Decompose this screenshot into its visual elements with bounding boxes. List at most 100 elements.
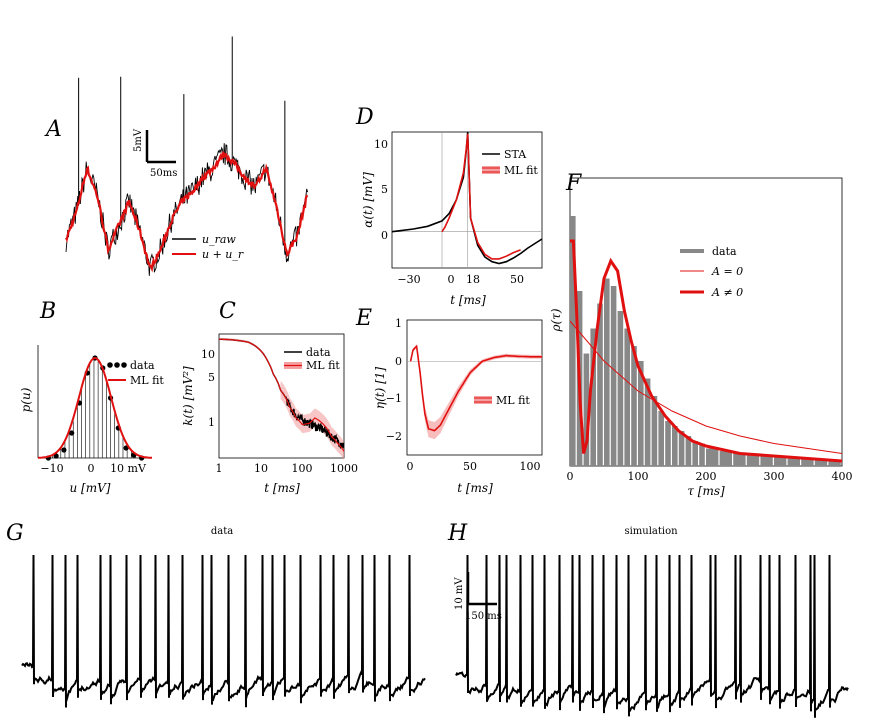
- series-a-raw: [65, 143, 309, 276]
- panel-f: F 0 100 200 300 400 τ [ms] ρ(τ) data A =…: [549, 171, 853, 498]
- tick-b-x-2: 10 mV: [110, 462, 147, 475]
- tick-e-y-2: −1: [386, 392, 402, 405]
- tick-b-x-1: 0: [88, 462, 95, 475]
- panel-letter-f: F: [565, 171, 582, 196]
- panel-b: B −10 0 10 mV u [mV] p(u) data ML fit: [19, 299, 164, 495]
- bar-f: [801, 458, 814, 466]
- bar-f: [685, 436, 692, 466]
- series-c-fit: [219, 338, 345, 452]
- tick-f-x-1: 100: [628, 470, 649, 483]
- bar-f: [617, 311, 624, 466]
- tick-f-x-3: 300: [764, 470, 785, 483]
- xlabel-f: τ [ms]: [687, 484, 725, 498]
- panel-letter-h: H: [447, 521, 468, 546]
- tick-f-x-4: 400: [832, 470, 853, 483]
- tick-d-y-1: 5: [381, 183, 388, 196]
- trace-h: [455, 554, 849, 718]
- bar-f: [672, 426, 678, 466]
- xlabel-e: t [ms]: [457, 481, 493, 495]
- tick-c-x-0: 1: [216, 462, 223, 475]
- ylabel-f: ρ(τ): [549, 308, 563, 332]
- frame-c: [218, 333, 345, 459]
- scalebar-a-v-label: 5mV: [133, 128, 144, 152]
- xlabel-c: t [ms]: [264, 481, 300, 495]
- tick-d-y-2: 0: [381, 229, 388, 242]
- panel-letter-g: G: [6, 521, 24, 546]
- bar-f: [590, 328, 596, 466]
- panel-letter-d: D: [355, 105, 374, 130]
- panel-a: A 5mV 50ms u_raw u + u_r: [44, 36, 309, 276]
- scalebar-h-v-label: 10 mV: [454, 577, 465, 610]
- bar-f: [733, 453, 746, 466]
- bar-f: [644, 378, 651, 466]
- series-f-a1: [570, 239, 843, 463]
- caption-h: simulation: [624, 526, 678, 537]
- bar-f: [760, 456, 773, 466]
- tick-e-x-0: 0: [407, 460, 414, 473]
- bar-f: [678, 431, 685, 466]
- legend-b-dot-1: [107, 362, 113, 368]
- bar-f: [706, 448, 719, 466]
- series-d-fit: [441, 133, 521, 260]
- bar-f: [624, 328, 630, 466]
- tick-d-y-0: 10: [374, 138, 388, 151]
- tick-e-y-0: 1: [395, 317, 402, 330]
- tick-c-y-1: 5: [208, 371, 215, 384]
- tick-e-x-1: 50: [463, 460, 477, 473]
- tick-c-x-3: 1000: [330, 462, 358, 475]
- legend-b-dot-3: [121, 362, 127, 368]
- legend-c-fit: ML fit: [306, 359, 340, 372]
- scalebar-a-h-label: 50ms: [150, 168, 177, 179]
- dot-b: [61, 447, 67, 453]
- legend-d-sta: STA: [504, 148, 527, 161]
- tick-b-x-0: −10: [40, 462, 63, 475]
- tick-d-x-1: 0: [448, 273, 455, 286]
- bars-f: [570, 216, 841, 466]
- legend-b-fit: ML fit: [130, 374, 164, 387]
- panel-e: E 0 50 100 1 0 −1 −2 t [ms] η(t) [1] ML …: [355, 306, 543, 495]
- ylabel-d: α(t) [mV]: [361, 172, 375, 228]
- bar-f: [583, 353, 590, 466]
- bar-f: [719, 451, 732, 466]
- xlabel-b: u [mV]: [70, 481, 111, 495]
- series-f-a0: [569, 320, 843, 454]
- bar-f: [787, 458, 800, 466]
- legend-f-a0: A = 0: [711, 265, 743, 278]
- panel-letter-e: E: [355, 306, 372, 331]
- tick-f-x-2: 200: [696, 470, 717, 483]
- scalebar-h-h-label: 150 ms: [465, 611, 502, 622]
- bar-f: [638, 361, 644, 466]
- bar-f: [828, 461, 841, 466]
- bar-f: [658, 411, 664, 466]
- series-a-fit: [64, 151, 309, 273]
- panel-c: C 1 10 100 1000 10 5 1 t [ms] k(t) [mV²]…: [181, 299, 358, 495]
- ylabel-e: η(t) [1]: [373, 367, 387, 410]
- legend-a-fit: u + u_r: [202, 248, 244, 261]
- tick-c-y-2: 1: [208, 416, 215, 429]
- legend-b-data: data: [130, 359, 155, 372]
- bar-f: [814, 458, 828, 466]
- legend-b-dot-2: [114, 362, 120, 368]
- legend-e-fit: ML fit: [496, 394, 530, 407]
- bar-f: [774, 456, 787, 466]
- ylabel-b: p(u): [19, 387, 33, 412]
- tick-c-y-0: 10: [201, 348, 215, 361]
- fit-b: [38, 356, 152, 459]
- bar-f: [665, 421, 671, 466]
- panel-letter-c: C: [219, 299, 236, 324]
- tick-e-y-3: −2: [386, 430, 402, 443]
- bar-f: [631, 346, 637, 466]
- series-e-fit: [409, 344, 542, 432]
- tick-d-x-2: 18: [466, 273, 480, 286]
- bar-f: [597, 303, 603, 466]
- caption-g: data: [211, 526, 233, 537]
- legend-e-band: [474, 396, 492, 404]
- tick-e-x-2: 100: [520, 460, 541, 473]
- frame-e: [406, 319, 543, 456]
- tick-e-y-1: 0: [395, 355, 402, 368]
- bar-f: [746, 453, 760, 466]
- legend-d-fit: ML fit: [504, 164, 538, 177]
- xlabel-d: t [ms]: [450, 293, 486, 307]
- bar-f: [610, 286, 617, 466]
